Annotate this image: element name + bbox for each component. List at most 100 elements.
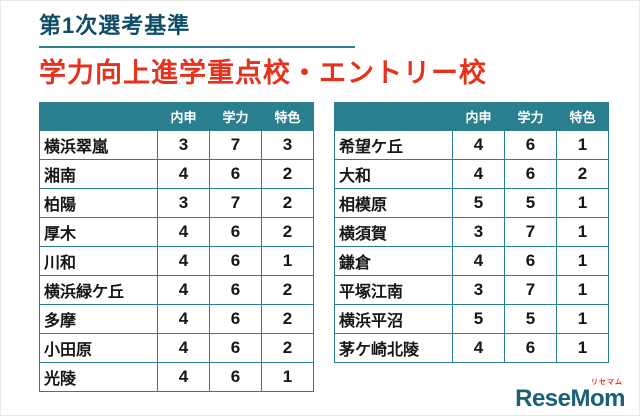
table-row: 茅ケ崎北陵 4 6 1: [334, 332, 609, 363]
score-cell: 3: [157, 129, 210, 160]
naishin-column-header: 内申: [452, 101, 505, 131]
table-row: 相模原 5 5 1: [334, 187, 609, 218]
school-name-cell: 光陵: [39, 361, 158, 392]
tables-area: 内申 学力 特色 横浜翠嵐 3 7 3 湘南 4 6 2 柏陽 3 7 2 厚木 4 6 2 川和 4 6 1 横浜緑ケ…: [39, 101, 625, 392]
table-header-row: 内申 学力 特色: [39, 101, 314, 131]
score-cell: 4: [452, 129, 505, 160]
score-cell: 1: [556, 245, 609, 276]
school-name-cell: 鎌倉: [334, 245, 453, 276]
table-row: 鎌倉 4 6 1: [334, 245, 609, 276]
school-name-cell: 厚木: [39, 216, 158, 247]
school-name-cell: 横浜翠嵐: [39, 129, 158, 160]
table-header-row: 内申 学力 特色: [334, 101, 609, 131]
table-row: 横須賀 3 7 1: [334, 216, 609, 247]
score-cell: 4: [157, 245, 210, 276]
score-cell: 6: [209, 361, 262, 392]
score-cell: 1: [556, 216, 609, 247]
resemom-logo-ruby: リセマム: [591, 379, 623, 386]
school-name-cell: 茅ケ崎北陵: [334, 332, 453, 363]
score-cell: 6: [209, 245, 262, 276]
score-cell: 6: [209, 216, 262, 247]
score-cell: 3: [261, 129, 314, 160]
score-cell: 4: [452, 158, 505, 189]
score-cell: 4: [452, 332, 505, 363]
score-cell: 1: [556, 303, 609, 334]
right-table-body: 希望ケ丘 4 6 1 大和 4 6 2 相模原 5 5 1 横須賀 3 7 1 鎌倉 4 6 1 平塚江南 3 7 1 横浜平沼…: [334, 129, 609, 363]
school-name-cell: 相模原: [334, 187, 453, 218]
school-name-cell: 大和: [334, 158, 453, 189]
score-cell: 3: [452, 274, 505, 305]
score-cell: 1: [261, 361, 314, 392]
score-cell: 2: [261, 187, 314, 218]
score-cell: 4: [157, 158, 210, 189]
score-cell: 6: [209, 274, 262, 305]
school-column-header: [39, 101, 158, 131]
table-row: 横浜翠嵐 3 7 3: [39, 129, 314, 160]
resemom-logo: リセマム ReseMom: [515, 379, 625, 411]
score-cell: 5: [504, 187, 557, 218]
score-cell: 1: [556, 274, 609, 305]
score-cell: 4: [157, 274, 210, 305]
gakuryoku-column-header: 学力: [504, 101, 557, 131]
score-cell: 6: [504, 158, 557, 189]
score-cell: 1: [556, 187, 609, 218]
school-name-cell: 湘南: [39, 158, 158, 189]
score-cell: 1: [556, 129, 609, 160]
table-row: 平塚江南 3 7 1: [334, 274, 609, 305]
score-cell: 4: [157, 361, 210, 392]
table-row: 湘南 4 6 2: [39, 158, 314, 189]
table-row: 柏陽 3 7 2: [39, 187, 314, 218]
right-score-table: 内申 学力 特色 希望ケ丘 4 6 1 大和 4 6 2 相模原 5 5 1 横須賀 3 7 1 鎌倉 4 6 1 平塚…: [334, 101, 609, 363]
school-name-cell: 多摩: [39, 303, 158, 334]
school-name-cell: 横浜平沼: [334, 303, 453, 334]
score-cell: 4: [452, 245, 505, 276]
school-name-cell: 小田原: [39, 332, 158, 363]
left-score-table: 内申 学力 特色 横浜翠嵐 3 7 3 湘南 4 6 2 柏陽 3 7 2 厚木 4 6 2 川和 4 6 1 横浜緑ケ…: [39, 101, 314, 392]
school-name-cell: 横浜緑ケ丘: [39, 274, 158, 305]
table-row: 多摩 4 6 2: [39, 303, 314, 334]
table-row: 大和 4 6 2: [334, 158, 609, 189]
score-cell: 6: [504, 245, 557, 276]
score-cell: 6: [209, 332, 262, 363]
table-row: 希望ケ丘 4 6 1: [334, 129, 609, 160]
resemom-logo-text: ReseMom: [515, 385, 625, 412]
school-name-cell: 希望ケ丘: [334, 129, 453, 160]
score-cell: 5: [504, 303, 557, 334]
naishin-column-header: 内申: [157, 101, 210, 131]
school-name-cell: 平塚江南: [334, 274, 453, 305]
score-cell: 6: [504, 129, 557, 160]
score-cell: 7: [209, 129, 262, 160]
score-cell: 1: [261, 245, 314, 276]
left-table-body: 横浜翠嵐 3 7 3 湘南 4 6 2 柏陽 3 7 2 厚木 4 6 2 川和 4 6 1 横浜緑ケ丘 4 6 2 多摩 4 6 2…: [39, 129, 314, 392]
table-row: 光陵 4 6 1: [39, 361, 314, 392]
score-cell: 2: [261, 158, 314, 189]
score-cell: 4: [157, 303, 210, 334]
school-name-cell: 横須賀: [334, 216, 453, 247]
score-cell: 5: [452, 303, 505, 334]
tokushoku-column-header: 特色: [556, 101, 609, 131]
gakuryoku-column-header: 学力: [209, 101, 262, 131]
score-cell: 6: [209, 303, 262, 334]
score-cell: 3: [157, 187, 210, 218]
score-cell: 7: [504, 216, 557, 247]
school-name-cell: 川和: [39, 245, 158, 276]
score-cell: 3: [452, 216, 505, 247]
score-cell: 2: [261, 303, 314, 334]
score-cell: 7: [504, 274, 557, 305]
table-row: 川和 4 6 1: [39, 245, 314, 276]
page-subtitle: 学力向上進学重点校・エントリー校: [39, 58, 487, 89]
tokushoku-column-header: 特色: [261, 101, 314, 131]
score-cell: 5: [452, 187, 505, 218]
table-row: 横浜緑ケ丘 4 6 2: [39, 274, 314, 305]
score-cell: 2: [556, 158, 609, 189]
school-name-cell: 柏陽: [39, 187, 158, 218]
score-cell: 6: [504, 332, 557, 363]
score-cell: 7: [209, 187, 262, 218]
table-row: 横浜平沼 5 5 1: [334, 303, 609, 334]
table-row: 小田原 4 6 2: [39, 332, 314, 363]
table-row: 厚木 4 6 2: [39, 216, 314, 247]
title-underline: [39, 46, 355, 49]
score-cell: 4: [157, 332, 210, 363]
score-cell: 2: [261, 274, 314, 305]
school-column-header: [334, 101, 453, 131]
